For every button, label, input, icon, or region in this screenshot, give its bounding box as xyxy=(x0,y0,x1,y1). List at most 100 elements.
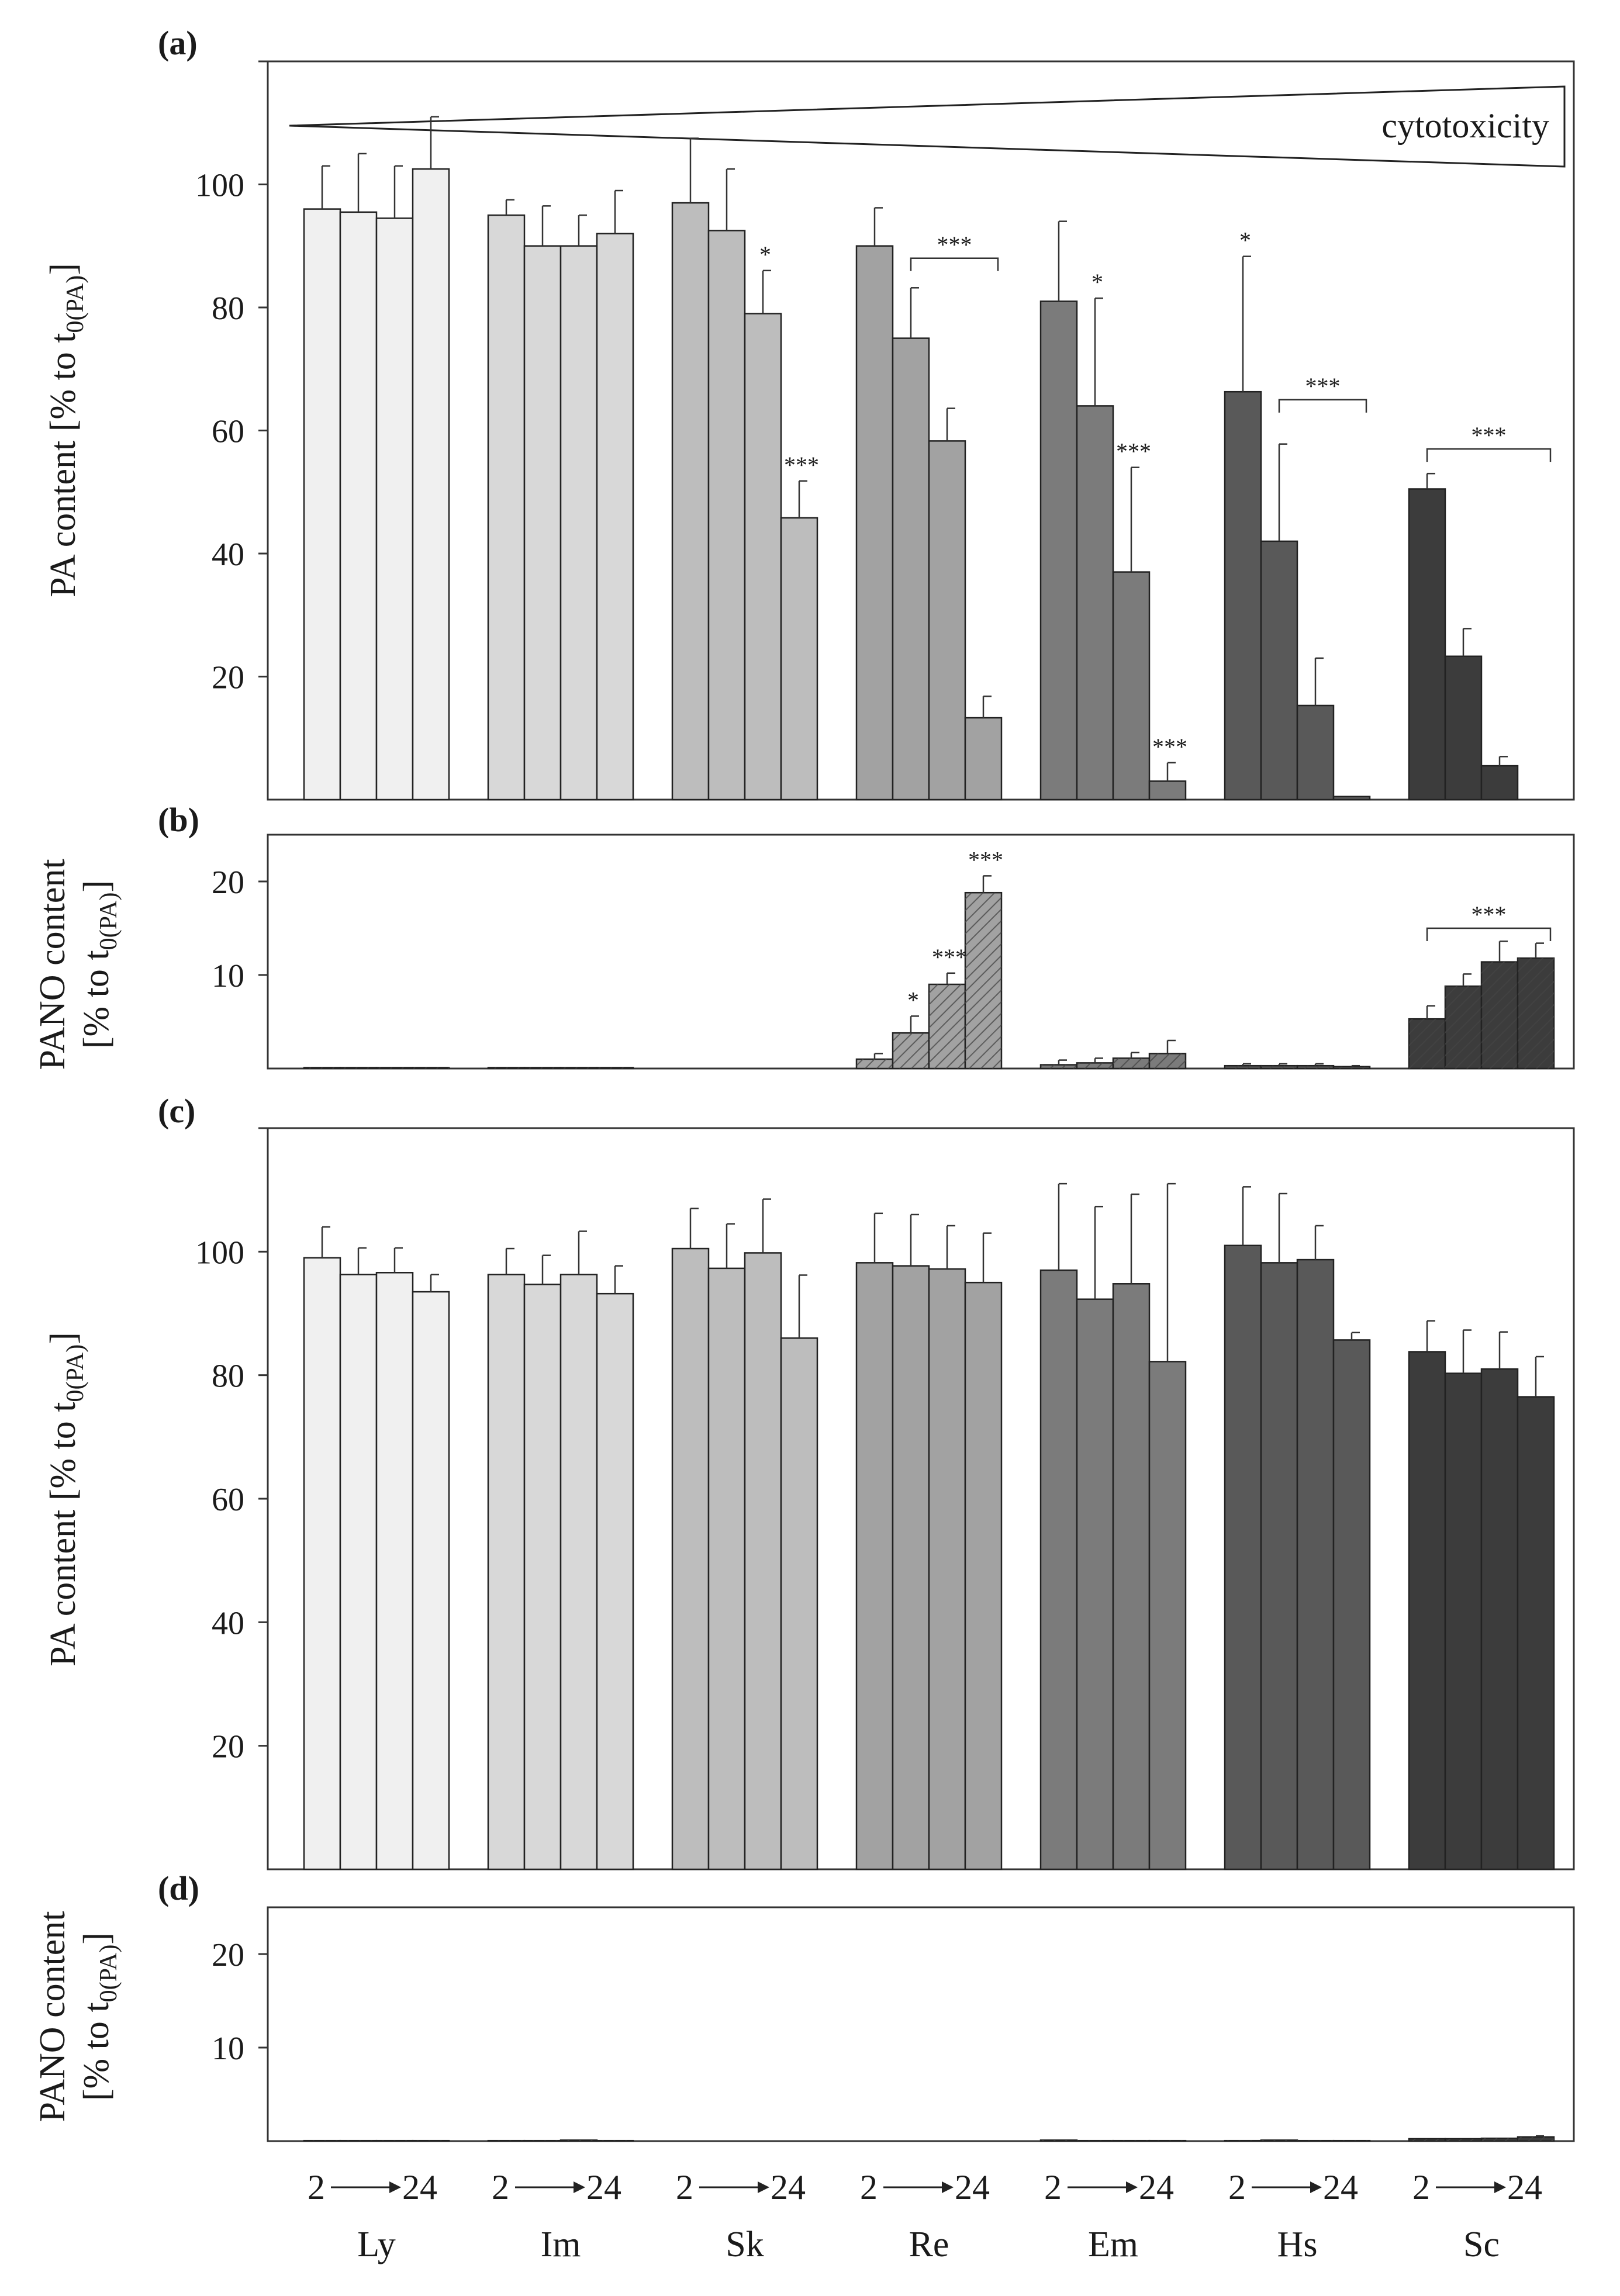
bar-hatch xyxy=(1149,1053,1186,1069)
bar-hatch xyxy=(488,1067,524,1069)
panel-b-ylabel-line1: PANO content xyxy=(33,859,72,1070)
bar-re-2 xyxy=(892,337,930,801)
panel-c: (c) 20 40 60 80 100 PA content [% to t0(PA)] xyxy=(43,1092,1575,1870)
x-time-end: 24 xyxy=(1323,2168,1358,2207)
x-category-sk: Sk xyxy=(726,2225,764,2264)
panel-d-frame xyxy=(267,1906,1575,2142)
bar-hs-2 xyxy=(1260,540,1298,801)
bar-sk-2 xyxy=(707,230,746,801)
x-time-start: 2 xyxy=(860,2168,878,2207)
significance-label: *** xyxy=(932,944,967,970)
x-time-end: 24 xyxy=(586,2168,621,2207)
x-time-arrowhead xyxy=(758,2181,769,2193)
bar-hatch xyxy=(304,1067,340,1069)
bar-im-4 xyxy=(596,233,634,801)
bar-hatch xyxy=(1297,1066,1334,1069)
bar-sc-1 xyxy=(1408,488,1446,801)
bar-hatch xyxy=(1041,1064,1077,1069)
bar-ly-2 xyxy=(339,211,378,801)
bar-em-1 xyxy=(1039,1269,1078,1870)
x-category-sc: Sc xyxy=(1463,2225,1500,2264)
bar-hatch xyxy=(561,2140,597,2141)
bar-em-2 xyxy=(1076,1298,1114,1870)
bar-sk-3 xyxy=(744,313,782,801)
bar-sc-3 xyxy=(1480,1368,1519,1870)
y-tick-label: 80 xyxy=(212,291,244,327)
y-tick-label: 80 xyxy=(212,1358,244,1395)
x-time-start: 2 xyxy=(308,2168,325,2207)
y-tick-label: 20 xyxy=(212,1937,244,1973)
x-time-end: 24 xyxy=(1139,2168,1174,2207)
bar-sc-1 xyxy=(1408,1351,1446,1870)
bar-sk-1 xyxy=(671,1247,710,1870)
panel-b-label: (b) xyxy=(158,801,199,839)
x-time-end: 24 xyxy=(402,2168,437,2207)
bar-hatch xyxy=(1481,2138,1518,2141)
y-tick-label: 40 xyxy=(212,1605,244,1641)
panel-b-ylabel-line2: [% to t0(PA)] xyxy=(77,880,122,1049)
bar-im-4 xyxy=(596,1292,634,1870)
bar-hatch xyxy=(929,984,965,1069)
bar-em-1 xyxy=(1039,300,1078,801)
bar-em-3 xyxy=(1112,1283,1151,1870)
bar-sk-4 xyxy=(780,1337,818,1870)
x-category-hs: Hs xyxy=(1277,2225,1318,2264)
significance-bracket xyxy=(1278,399,1367,413)
bar-hatch xyxy=(1409,2139,1445,2141)
bar-sc-3 xyxy=(1480,765,1519,801)
significance-label: *** xyxy=(784,452,819,478)
panel-d-ylabel-line1: PANO content xyxy=(33,1911,72,2122)
cytotoxicity-wedge xyxy=(289,85,1566,168)
y-tick-label: 10 xyxy=(212,2031,244,2067)
bar-sc-2 xyxy=(1444,1372,1483,1870)
bar-hs-3 xyxy=(1296,704,1335,801)
bar-hatch xyxy=(1334,1066,1370,1069)
y-tick-label: 20 xyxy=(212,1729,244,1765)
x-time-end: 24 xyxy=(771,2168,806,2207)
bar-im-2 xyxy=(523,245,562,801)
bar-re-3 xyxy=(928,1268,966,1870)
bar-ly-4 xyxy=(412,1291,450,1870)
bar-hatch xyxy=(1445,2139,1481,2141)
bar-hatch xyxy=(1077,1063,1113,1069)
bar-hatch xyxy=(1225,1066,1261,1069)
bar-im-3 xyxy=(559,1274,598,1870)
bar-ly-2 xyxy=(339,1274,378,1870)
cytotoxicity-label: cytotoxicity xyxy=(1381,106,1549,145)
bar-sc-2 xyxy=(1444,655,1483,801)
x-time-arrowhead xyxy=(942,2181,954,2193)
significance-label: * xyxy=(759,241,771,268)
x-time-arrowhead xyxy=(389,2181,401,2193)
panel-c-ylabel: PA content [% to t0(PA)] xyxy=(43,1332,89,1666)
panel-d-label: (d) xyxy=(158,1869,199,1907)
x-time-start: 2 xyxy=(1228,2168,1246,2207)
y-tick-label: 60 xyxy=(212,414,244,450)
y-tick-label: 20 xyxy=(212,865,244,901)
bar-hatch xyxy=(1481,962,1518,1069)
bar-re-4 xyxy=(964,717,1003,801)
significance-label: * xyxy=(1239,227,1251,254)
bar-im-1 xyxy=(487,214,526,801)
bar-hatch xyxy=(1041,2140,1077,2141)
significance-bracket xyxy=(1426,448,1552,462)
bar-hatch xyxy=(965,893,1001,1069)
bar-hatch xyxy=(1409,1019,1445,1069)
significance-label: *** xyxy=(1152,734,1187,760)
panel-d: (d) 10 20 PANO content [% to t0(PA)] xyxy=(33,1869,1575,2142)
bar-ly-1 xyxy=(303,1257,341,1870)
bar-em-4 xyxy=(1148,1361,1187,1870)
x-category-re: Re xyxy=(909,2225,949,2264)
bar-ly-3 xyxy=(375,217,414,801)
bar-hatch xyxy=(524,1067,561,1069)
bar-ly-1 xyxy=(303,208,341,801)
bar-hs-4 xyxy=(1332,796,1371,801)
panel-c-label: (c) xyxy=(158,1092,195,1130)
bar-hs-1 xyxy=(1224,390,1262,801)
x-category-em: Em xyxy=(1088,2225,1138,2264)
x-time-arrowhead xyxy=(1126,2181,1138,2193)
bar-sc-4 xyxy=(1517,1396,1555,1870)
y-tick-label: 60 xyxy=(212,1482,244,1518)
